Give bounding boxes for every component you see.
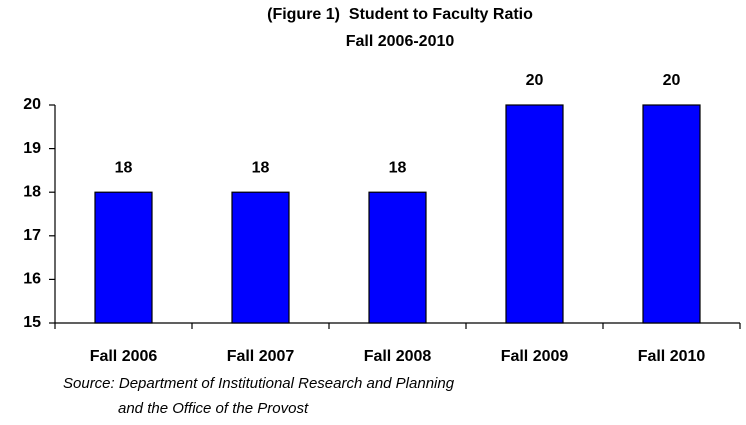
- x-tick-label: Fall 2006: [90, 348, 158, 365]
- bar: [368, 191, 427, 324]
- value-label: 18: [252, 159, 270, 176]
- x-tick-label: Fall 2010: [638, 348, 706, 365]
- bar: [505, 104, 564, 324]
- chart-subtitle: Fall 2006-2010: [346, 33, 455, 50]
- y-tick-label: 20: [23, 96, 41, 113]
- x-tick-label: Fall 2007: [227, 348, 295, 365]
- source-note: and the Office of the Provost: [118, 400, 309, 417]
- y-tick-label: 19: [23, 140, 41, 157]
- source-note: Source: Department of Institutional Rese…: [63, 375, 455, 392]
- y-tick-label: 17: [23, 227, 41, 244]
- bar: [94, 191, 153, 324]
- x-tick-label: Fall 2009: [501, 348, 569, 365]
- y-tick-label: 16: [23, 271, 41, 288]
- value-label: 20: [663, 72, 681, 89]
- value-label: 20: [526, 72, 544, 89]
- bar: [231, 191, 290, 324]
- chart-title: (Figure 1) Student to Faculty Ratio: [267, 6, 533, 23]
- x-tick-label: Fall 2008: [364, 348, 432, 365]
- y-tick-label: 15: [23, 314, 41, 331]
- y-tick-label: 18: [23, 183, 41, 200]
- value-label: 18: [389, 159, 407, 176]
- bar: [642, 104, 701, 324]
- value-label: 18: [115, 159, 133, 176]
